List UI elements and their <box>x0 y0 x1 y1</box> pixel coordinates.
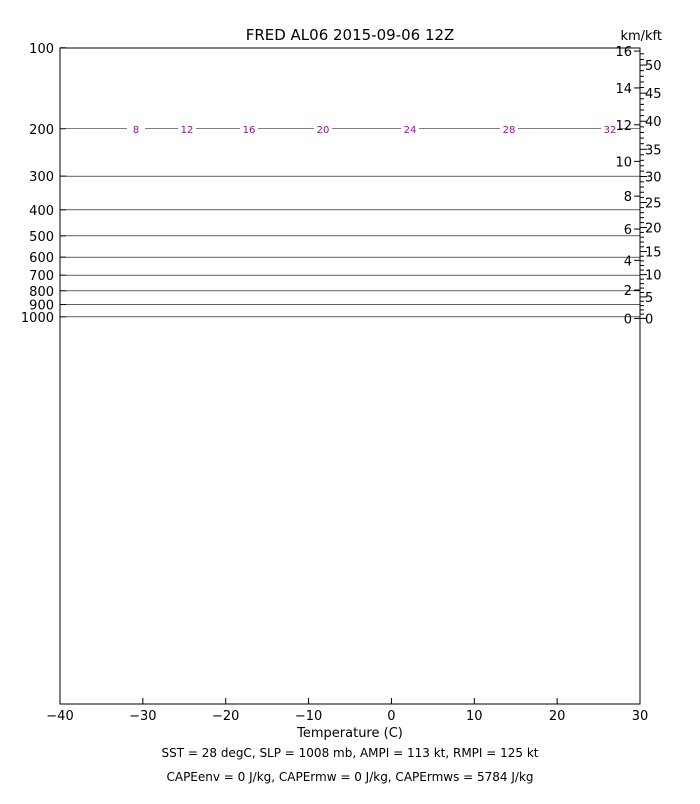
footer-line-2: CAPEenv = 0 J/kg, CAPErmw = 0 J/kg, CAPE… <box>166 770 533 784</box>
kft-tick-label: 50 <box>645 59 662 74</box>
plot-frame <box>59 47 641 705</box>
kft-tick-label: 40 <box>645 115 662 130</box>
temperature-tick-label: −40 <box>46 709 73 724</box>
pressure-tick-label: 800 <box>29 285 54 300</box>
chart-title: FRED AL06 2015-09-06 12Z <box>246 26 455 44</box>
x-axis-label: Temperature (C) <box>296 726 403 741</box>
theta-e-label-bg <box>178 121 196 134</box>
km-tick-label: 0 <box>624 312 632 327</box>
pressure-tick-label: 600 <box>29 251 54 266</box>
theta-e-label: 32 <box>604 125 617 136</box>
pressure-tick-label: 100 <box>29 42 54 57</box>
kft-tick-label: 15 <box>645 246 662 261</box>
temperature-tick-label: 0 <box>387 709 395 724</box>
km-tick-label: 4 <box>624 254 632 269</box>
theta-e-label: 20 <box>317 125 330 136</box>
theta-e-label: 12 <box>181 125 194 136</box>
temperature-tick-label: 20 <box>549 709 566 724</box>
theta-e-label-bg <box>240 121 258 134</box>
pressure-tick-label: 200 <box>29 123 54 138</box>
pressure-tick-label: 400 <box>29 204 54 219</box>
theta-e-label-bg <box>401 121 419 134</box>
km-tick-label: 12 <box>615 119 632 134</box>
temperature-tick-label: −30 <box>129 709 156 724</box>
km-tick-label: 6 <box>624 223 632 238</box>
theta-e-label: 24 <box>404 125 417 136</box>
kft-tick-label: 25 <box>645 197 662 212</box>
temperature-tick-label: 30 <box>632 709 649 724</box>
theta-e-label: 16 <box>243 125 256 136</box>
footer-line-1: SST = 28 degC, SLP = 1008 mb, AMPI = 113… <box>161 746 538 760</box>
km-tick-label: 16 <box>615 45 632 60</box>
pressure-tick-label: 900 <box>29 299 54 314</box>
kft-tick-label: 35 <box>645 143 662 158</box>
theta-e-label-bg <box>500 121 518 134</box>
temperature-tick-label: −10 <box>295 709 322 724</box>
plot-area: 0.10.41247101625026027028029030081216202… <box>60 48 640 318</box>
theta-e-label: 8 <box>133 125 139 136</box>
kft-tick-label: 0 <box>645 312 653 327</box>
km-tick-label: 14 <box>615 82 632 97</box>
km-tick-label: 8 <box>624 190 632 205</box>
km-tick-label: 10 <box>615 155 632 170</box>
pressure-tick-label: 300 <box>29 170 54 185</box>
temperature-tick-label: −20 <box>212 709 239 724</box>
km-tick-label: 2 <box>624 284 632 299</box>
pressure-tick-label: 500 <box>29 230 54 245</box>
kft-tick-label: 10 <box>645 269 662 284</box>
theta-e-label-bg <box>314 121 332 134</box>
temperature-tick-label: 10 <box>466 709 483 724</box>
kft-tick-label: 5 <box>645 291 653 306</box>
pressure-tick-label: 1000 <box>21 311 54 326</box>
km-kft-label: km/kft <box>620 29 662 44</box>
kft-tick-label: 20 <box>645 222 662 237</box>
kft-tick-label: 45 <box>645 87 662 102</box>
theta-e-label-bg <box>601 121 619 134</box>
theta-e-label: 28 <box>503 125 516 136</box>
kft-tick-label: 30 <box>645 170 662 185</box>
theta-e-label-bg <box>127 121 145 134</box>
pressure-tick-label: 700 <box>29 269 54 284</box>
